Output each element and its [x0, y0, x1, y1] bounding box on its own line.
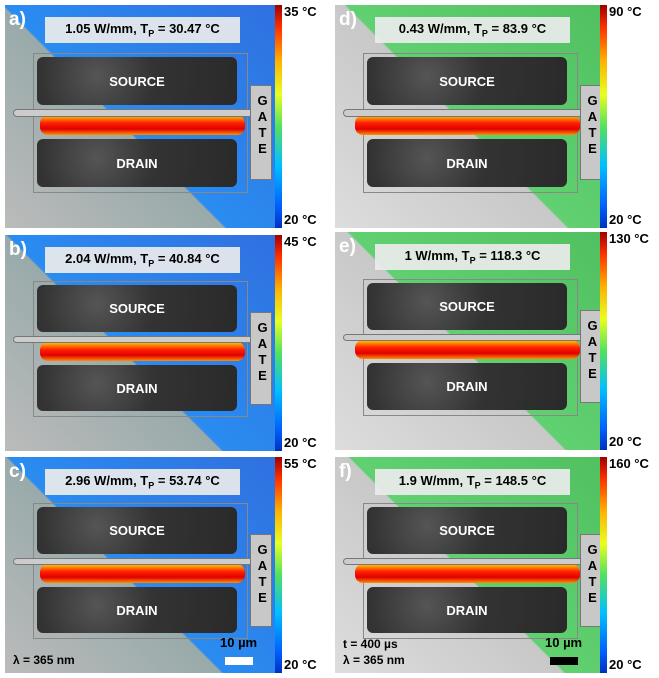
drain-pad: DRAIN — [37, 587, 237, 633]
gate-line — [13, 558, 258, 566]
caption: 1 W/mm, TP = 118.3 °C — [375, 244, 570, 270]
caption-power: 2.96 W/mm, T — [65, 473, 148, 488]
caption: 2.04 W/mm, TP = 40.84 °C — [45, 247, 240, 273]
caption-temp: = 118.3 °C — [476, 248, 541, 263]
panel-label: c) — [9, 461, 26, 483]
thermal-image: SOURCE DRAIN GATE 2.96 W/mm, TP = 53.74 °C c… — [5, 457, 275, 673]
gate-line — [13, 109, 258, 117]
scale-label: 10 µm — [220, 635, 257, 650]
note: λ = 365 nm — [343, 653, 405, 667]
scale-max: 160 °C — [609, 456, 649, 471]
caption: 0.43 W/mm, TP = 83.9 °C — [375, 17, 570, 43]
thermal-image: SOURCE DRAIN GATE 1.9 W/mm, TP = 148.5 °C f)… — [335, 457, 600, 673]
colorbar — [275, 457, 282, 673]
colorbar — [275, 235, 282, 451]
note: t = 400 µs — [343, 637, 398, 651]
hot-region — [40, 564, 245, 583]
scale-min: 20 °C — [284, 435, 317, 450]
scale-min: 20 °C — [609, 212, 642, 227]
scale-bar — [225, 657, 253, 665]
scale-label: 10 µm — [545, 635, 582, 650]
thermal-image: SOURCE DRAIN GATE 2.04 W/mm, TP = 40.84 °C b… — [5, 235, 275, 451]
caption: 1.05 W/mm, TP = 30.47 °C — [45, 17, 240, 43]
figure: SOURCE DRAIN GATE 1.05 W/mm, TP = 30.47 °C a… — [0, 0, 659, 678]
caption-power: 2.04 W/mm, T — [65, 251, 148, 266]
hot-region — [355, 564, 580, 583]
scale-max: 45 °C — [284, 234, 317, 249]
caption-power: 1.05 W/mm, T — [65, 21, 148, 36]
drain-pad: DRAIN — [367, 587, 567, 633]
scale-max: 55 °C — [284, 456, 317, 471]
hot-region — [355, 115, 580, 135]
panel-label: e) — [339, 236, 356, 258]
scale-max: 35 °C — [284, 4, 317, 19]
thermal-image: SOURCE DRAIN GATE 1 W/mm, TP = 118.3 °C e) — [335, 232, 600, 450]
hot-region — [40, 342, 245, 361]
caption: 1.9 W/mm, TP = 148.5 °C — [375, 469, 570, 495]
panel-label: a) — [9, 9, 26, 31]
caption-temp: = 40.84 °C — [154, 251, 220, 266]
drain-pad: DRAIN — [37, 139, 237, 187]
source-pad: SOURCE — [367, 57, 567, 105]
source-pad: SOURCE — [37, 285, 237, 331]
colorbar — [600, 457, 607, 673]
gate-line — [343, 334, 588, 342]
drain-pad: DRAIN — [37, 365, 237, 411]
drain-pad: DRAIN — [367, 363, 567, 410]
source-pad: SOURCE — [37, 57, 237, 105]
thermal-image: SOURCE DRAIN GATE 0.43 W/mm, TP = 83.9 °C d) — [335, 5, 600, 228]
caption-temp: = 83.9 °C — [488, 21, 546, 36]
caption-temp: = 148.5 °C — [481, 473, 547, 488]
hot-region — [355, 340, 580, 360]
scale-min: 20 °C — [609, 657, 642, 672]
panel-label: b) — [9, 239, 27, 261]
gate-line — [343, 558, 588, 566]
scale-max: 90 °C — [609, 4, 642, 19]
hot-region — [40, 115, 245, 135]
panel-label: f) — [339, 461, 352, 483]
scale-min: 20 °C — [609, 434, 642, 449]
colorbar — [600, 5, 607, 228]
gate-line — [343, 109, 588, 117]
gate-label: GATE — [585, 93, 600, 157]
caption: 2.96 W/mm, TP = 53.74 °C — [45, 469, 240, 495]
gate-label: GATE — [255, 93, 270, 157]
gate-label: GATE — [255, 542, 270, 606]
gate-label: GATE — [585, 542, 600, 606]
caption-power: 1.9 W/mm, T — [399, 473, 475, 488]
thermal-image: SOURCE DRAIN GATE 1.05 W/mm, TP = 30.47 °C a… — [5, 5, 275, 228]
caption-temp: = 53.74 °C — [154, 473, 220, 488]
caption-power: 1 W/mm, T — [405, 248, 470, 263]
caption-temp: = 30.47 °C — [154, 21, 220, 36]
gate-label: GATE — [585, 318, 600, 382]
panel-label: d) — [339, 9, 357, 31]
gate-line — [13, 336, 258, 344]
note: λ = 365 nm — [13, 653, 75, 667]
scale-min: 20 °C — [284, 212, 317, 227]
drain-pad: DRAIN — [367, 139, 567, 187]
scale-max: 130 °C — [609, 231, 649, 246]
colorbar — [600, 232, 607, 450]
colorbar — [275, 5, 282, 228]
scale-min: 20 °C — [284, 657, 317, 672]
caption-power: 0.43 W/mm, T — [399, 21, 482, 36]
source-pad: SOURCE — [367, 283, 567, 330]
source-pad: SOURCE — [367, 507, 567, 553]
scale-bar — [550, 657, 578, 665]
source-pad: SOURCE — [37, 507, 237, 553]
gate-label: GATE — [255, 320, 270, 384]
